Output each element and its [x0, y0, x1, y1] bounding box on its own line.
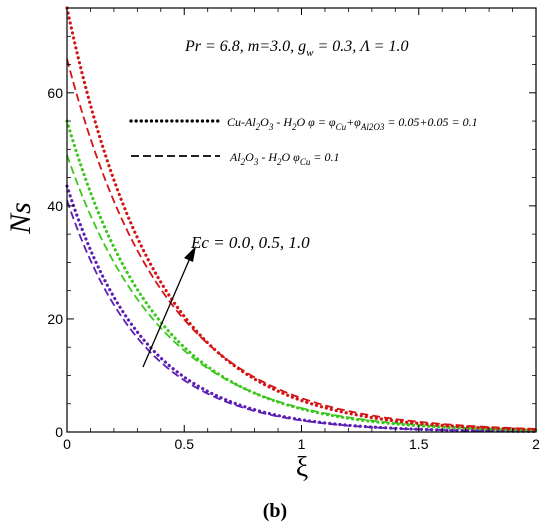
y-tick-label: 40 — [47, 198, 63, 214]
legend-label-dotted: Cu-Al2O3 - H2O φ = φCu+φAl2O3 = 0.05+0.0… — [227, 115, 478, 132]
y-tick-label: 0 — [55, 424, 63, 440]
x-axis-label: ξ — [296, 452, 308, 483]
x-tick-label: 0.5 — [175, 436, 195, 452]
series-line-5 — [65, 6, 538, 432]
series-layer — [65, 6, 538, 433]
series-line-1 — [65, 184, 538, 433]
series-line-4 — [66, 154, 537, 431]
x-tick-label: 2 — [532, 436, 540, 452]
series-line-3 — [65, 119, 538, 432]
y-axis-label: Ns — [4, 202, 37, 235]
ec-arrow — [142, 246, 196, 368]
parameters-label: Pr = 6.8, m=3.0, gw = 0.3, Λ = 1.0 — [184, 38, 408, 59]
ec-arrow-shaft — [142, 257, 191, 368]
legend: Cu-Al2O3 - H2O φ = φCu+φAl2O3 = 0.05+0.0… — [129, 115, 478, 167]
ec-arrow-label: Ec = 0.0, 0.5, 1.0 — [190, 233, 310, 252]
y-tick-label: 60 — [47, 85, 63, 101]
series-line-2 — [66, 199, 537, 433]
x-tick-label: 0 — [63, 436, 71, 452]
figure-caption: (b) — [263, 500, 287, 522]
plot-frame — [66, 7, 537, 433]
y-tick-label: 20 — [47, 311, 63, 327]
series-line-6 — [66, 58, 537, 430]
x-tick-label: 1 — [298, 436, 306, 452]
legend-label-dashed: Al2O3 - H2O φCu = 0.1 — [229, 150, 339, 167]
ec-arrow-head — [184, 246, 196, 262]
x-tick-label: 1.5 — [409, 436, 429, 452]
